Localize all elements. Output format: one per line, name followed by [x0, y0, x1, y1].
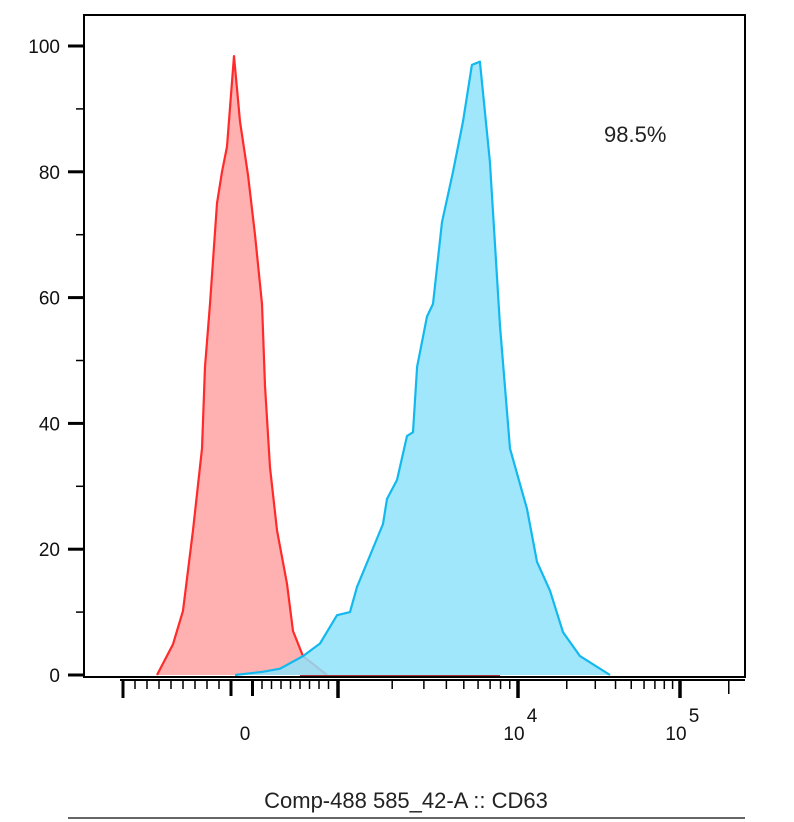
y-axis: 0 20 40 60 80 100: [28, 37, 84, 687]
series-1-line: [234, 60, 611, 677]
x-tick-label: 10: [665, 724, 686, 745]
y-tick-label: 100: [28, 37, 60, 58]
series-layer: [156, 55, 611, 677]
x-tick-exponent: 4: [527, 706, 538, 727]
x-tick-label: 10: [503, 724, 524, 745]
series-1-fill: [235, 61, 610, 675]
series-0-fill: [157, 56, 327, 676]
gate-percentage: 98.5%: [604, 122, 666, 147]
x-tick-label: 0: [240, 724, 251, 745]
x-axis-label: Comp-488 585_42-A :: CD63: [264, 788, 548, 813]
y-tick-label: 40: [39, 414, 60, 435]
series-0-line: [156, 55, 328, 676]
y-tick-label: 20: [39, 540, 60, 561]
y-tick-label: 60: [39, 289, 60, 310]
y-tick-label: 0: [49, 666, 60, 687]
plot-frame: [83, 14, 746, 678]
x-tick-exponent: 5: [689, 706, 700, 727]
y-tick-label: 80: [39, 163, 60, 184]
